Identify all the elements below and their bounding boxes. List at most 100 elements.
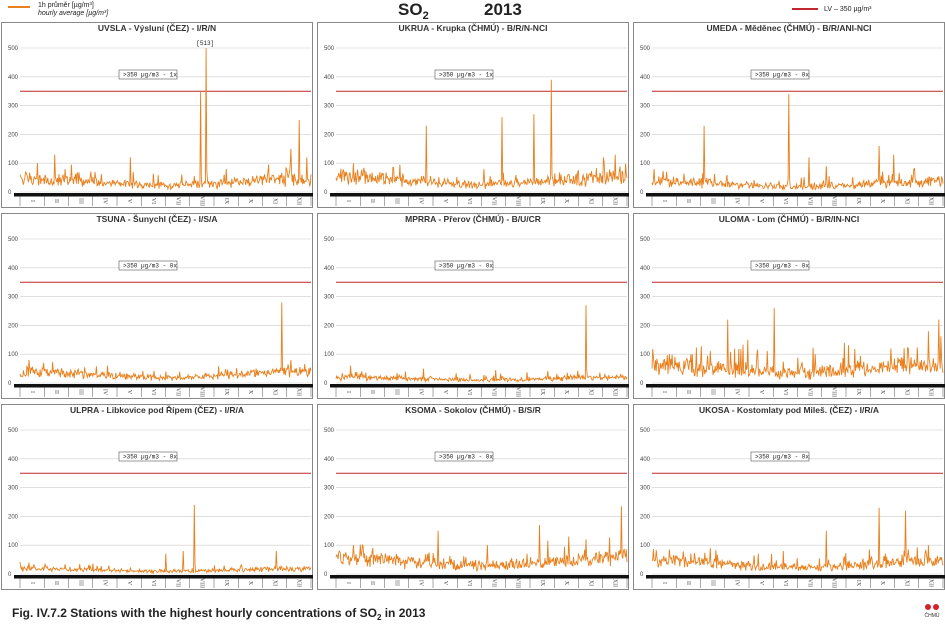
x-tick-label: VII [806,579,812,587]
x-tick-label: III [709,198,715,204]
x-tick-label: IX [223,389,229,396]
exceedance-box [434,69,494,80]
x-tick-label: II [685,581,691,585]
x-tick-label: V [442,199,448,204]
panel-frame [1,404,313,590]
x-tick-label: XI [903,389,909,395]
x-tick-label: VI [150,389,156,395]
y-tick-label: 100 [324,352,335,358]
y-tick-label: 100 [8,161,19,167]
x-tick-label: IV [102,198,108,205]
main-year: 2013 [484,0,522,19]
x-axis-bar [330,575,629,579]
x-tick-label: V [442,390,448,395]
x-tick-label: XI [587,580,593,586]
x-tick-label: VI [150,580,156,586]
y-tick-label: 0 [8,572,12,578]
station-title: ULOMA - Lom (ČHMÚ) - B/R/IN-NCI [718,214,860,224]
y-tick-label: 500 [640,46,651,52]
x-tick-label: I [345,391,351,393]
station-title: ULPRA - Libkovice pod Řípem (ČEZ) - I/R/… [70,405,244,415]
x-tick-label: XII [296,197,302,205]
x-tick-label: IX [539,389,545,396]
hourly-series-line [651,94,944,191]
limit-legend: LV – 350 µg/m³ [792,6,871,13]
exceedance-box [434,260,494,271]
station-panel: 0 100 200 300 400 500 >350 µg/m3 - 0x I II III IV V… [633,22,945,208]
exceedance-label: >350 µg/m3 - 1x [123,72,177,79]
exceedance-label: >350 µg/m3 - 0x [755,454,809,461]
x-tick-label: II [685,199,691,203]
y-tick-label: 0 [324,381,328,387]
y-tick-label: 0 [640,190,644,196]
exceedance-label: >350 µg/m3 - 0x [439,263,493,270]
exceedance-box [750,69,810,80]
y-tick-label: 300 [8,295,19,301]
exceedance-label: >350 µg/m3 - 0x [755,263,809,270]
x-tick-label: II [369,390,375,394]
x-tick-label: VIII [831,578,837,588]
x-tick-label: XII [612,579,618,587]
x-tick-label: VII [490,579,496,587]
peak-label: [513] [196,40,214,47]
station-panel: 0 100 200 300 400 500 >350 µg/m3 - 1x [513] I II I… [1,22,313,208]
x-tick-label: IX [855,580,861,587]
station-panel: 0 100 200 300 400 500 >350 µg/m3 - 0x I II III IV V… [317,404,629,590]
y-tick-label: 0 [640,572,644,578]
exceedance-label: >350 µg/m3 - 0x [123,263,177,270]
x-tick-label: VI [782,198,788,204]
x-tick-label: III [77,198,83,204]
y-tick-label: 300 [324,104,335,110]
x-axis-bar [330,384,629,388]
x-tick-label: XI [903,580,909,586]
x-tick-label: VII [490,197,496,205]
x-tick-label: V [126,390,132,395]
x-tick-label: VI [150,198,156,204]
caption-prefix: Fig. IV.7.2 Stations with the highest ho… [12,606,377,620]
x-tick-label: II [369,199,375,203]
x-tick-label: VIII [515,196,521,206]
y-tick-label: 100 [8,352,19,358]
station-panel: 0 100 200 300 400 500 >350 µg/m3 - 0x I II III IV V… [1,404,313,590]
x-tick-label: I [345,582,351,584]
panel-frame [633,213,945,399]
limit-swatch [792,8,818,11]
x-tick-label: I [29,200,35,202]
x-tick-label: III [393,580,399,586]
y-tick-label: 500 [324,237,335,243]
station-title: UKRUA - Krupka (ČHMÚ) - B/R/N-NCI [398,23,548,33]
x-axis-bar [14,193,313,197]
x-tick-label: I [345,200,351,202]
x-tick-label: III [77,389,83,395]
x-tick-label: VI [466,198,472,204]
logo-dot [925,604,931,610]
y-tick-label: 300 [324,486,335,492]
y-tick-label: 0 [324,190,328,196]
x-tick-label: XII [928,579,934,587]
exceedance-box [118,260,178,271]
x-tick-label: VII [490,388,496,396]
legend-series-cz: 1h průměr [µg/m³] [38,2,94,9]
x-tick-label: V [758,199,764,204]
station-title: UKOSA - Kostomlaty pod Mileš. (ČEZ) - I/… [698,405,880,415]
x-tick-label: II [53,581,59,585]
y-tick-label: 200 [8,514,19,520]
x-tick-label: VII [174,388,180,396]
x-tick-label: IX [855,198,861,205]
x-tick-label: I [661,200,667,202]
limit-legend-text: LV – 350 µg/m³ [824,6,872,13]
x-tick-label: VIII [515,578,521,588]
y-tick-label: 0 [8,190,12,196]
y-tick-label: 400 [8,75,19,81]
panel-frame [1,213,313,399]
x-tick-label: X [879,581,885,586]
x-axis-bar [646,193,945,197]
x-tick-label: X [563,581,569,586]
x-tick-label: VI [466,389,472,395]
x-tick-label: XII [296,388,302,396]
x-tick-label: IV [418,580,424,587]
hourly-series-line [651,507,944,573]
